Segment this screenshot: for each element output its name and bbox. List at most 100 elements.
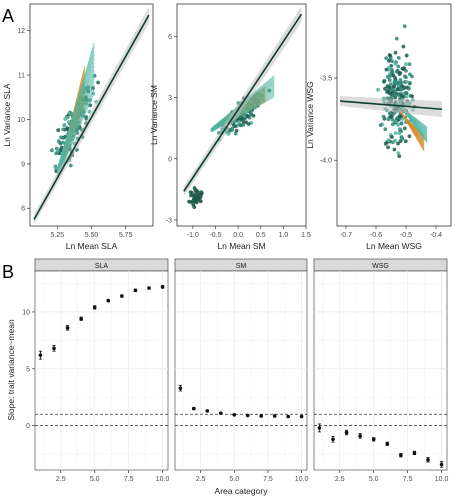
slope-point	[133, 288, 138, 293]
data-point	[87, 109, 92, 114]
data-point	[390, 135, 394, 139]
slope-point	[120, 294, 124, 298]
data-point	[393, 89, 397, 93]
panel-label-a: A	[2, 6, 14, 26]
slope-point	[259, 414, 264, 418]
data-point	[194, 200, 199, 205]
data-point	[390, 59, 394, 64]
data-point	[198, 194, 203, 199]
facet-title: SM	[236, 263, 247, 270]
data-point	[54, 166, 58, 171]
data-point	[399, 121, 404, 126]
x-tick-label: 5.0	[369, 476, 379, 483]
data-point	[240, 122, 245, 127]
data-point	[410, 94, 414, 99]
data-point	[376, 87, 380, 92]
x-tick-label: 1.0	[279, 232, 289, 239]
facet-frame	[34, 270, 169, 471]
x-axis-title: Area category	[215, 486, 269, 496]
data-point	[237, 120, 242, 124]
data-point	[194, 190, 199, 195]
x-axis-title: Ln Mean SLA	[66, 241, 118, 251]
facet-frame	[313, 270, 448, 471]
data-point	[386, 74, 390, 79]
facet-panel-sm: SM 2.5 5.0 7.5 10.0	[174, 258, 309, 483]
data-point	[392, 84, 396, 89]
panel-label-b: B	[2, 262, 14, 282]
data-point	[397, 131, 402, 136]
panel-plot-area	[33, 7, 150, 225]
data-point	[403, 74, 407, 79]
data-point	[383, 141, 388, 146]
slope-point	[358, 434, 362, 438]
y-axis-title: Ln Variance WSG	[305, 81, 315, 148]
slope-point	[317, 426, 322, 430]
x-tick-label: 10.0	[156, 476, 170, 483]
x-tick-label: 5.50	[85, 232, 99, 239]
slope-point	[160, 285, 165, 289]
x-tick-label: -1.0	[187, 232, 199, 239]
data-point	[61, 135, 66, 140]
data-point	[399, 94, 404, 98]
x-tick-label: 7.5	[124, 476, 134, 483]
x-tick-label: 5.0	[90, 476, 100, 483]
x-tick-label: -0.4	[430, 232, 442, 239]
facet-panel-sla: SLA 2.5 5.0 7.5 10.0 0 5 10	[22, 258, 170, 483]
data-point	[192, 205, 197, 210]
data-point	[396, 123, 400, 127]
data-point	[384, 67, 389, 72]
slope-point	[38, 353, 43, 357]
data-point	[392, 79, 397, 84]
y-axis-title: Ln Variance SM	[149, 85, 159, 145]
slope-point	[52, 346, 56, 351]
x-tick-label: 7.5	[403, 476, 413, 483]
data-point	[402, 66, 406, 71]
slope-point	[344, 430, 349, 435]
data-point	[408, 72, 412, 77]
x-tick-label: 0.5	[256, 232, 266, 239]
y-tick-label: 11	[18, 73, 25, 80]
y-axis-title: Ln Variance SLA	[2, 83, 12, 146]
y-tick-label: 8	[21, 206, 25, 213]
data-point	[239, 117, 244, 121]
data-point	[192, 193, 197, 198]
data-point	[62, 123, 67, 128]
data-point	[65, 126, 70, 130]
data-point	[84, 115, 88, 120]
data-point	[395, 68, 400, 73]
y-tick-label: 10	[22, 309, 30, 316]
y-tick-label: 0	[26, 423, 30, 430]
data-point	[402, 126, 407, 131]
facet-panel-wsg: WSG 2.5 5.0 7.5 10.0	[313, 258, 448, 483]
data-point	[233, 124, 238, 129]
slope-point	[371, 437, 376, 442]
data-point	[407, 62, 412, 66]
x-tick-label: -0.7	[340, 232, 352, 239]
slope-point	[192, 406, 196, 411]
data-point	[387, 85, 392, 90]
data-point	[381, 114, 386, 119]
data-point	[230, 128, 234, 133]
data-point	[397, 114, 402, 119]
x-tick-label: 2.5	[196, 476, 206, 483]
data-point	[398, 78, 403, 82]
y-tick-label: -3	[166, 217, 172, 224]
group-fit-line	[399, 109, 425, 152]
slope-point	[92, 305, 97, 310]
data-point	[56, 128, 61, 133]
data-point	[403, 91, 407, 95]
panel-plot-area	[183, 6, 303, 210]
data-point	[398, 127, 402, 131]
data-point	[391, 73, 396, 78]
slope-point	[232, 413, 237, 417]
data-point	[404, 69, 408, 73]
data-point	[403, 139, 408, 144]
data-point	[245, 114, 250, 118]
y-tick-label: 0	[168, 156, 172, 163]
slope-point	[65, 326, 70, 330]
data-point	[390, 117, 395, 122]
x-tick-label: 1.5	[301, 232, 311, 239]
data-point	[395, 91, 399, 96]
data-point	[387, 67, 392, 72]
